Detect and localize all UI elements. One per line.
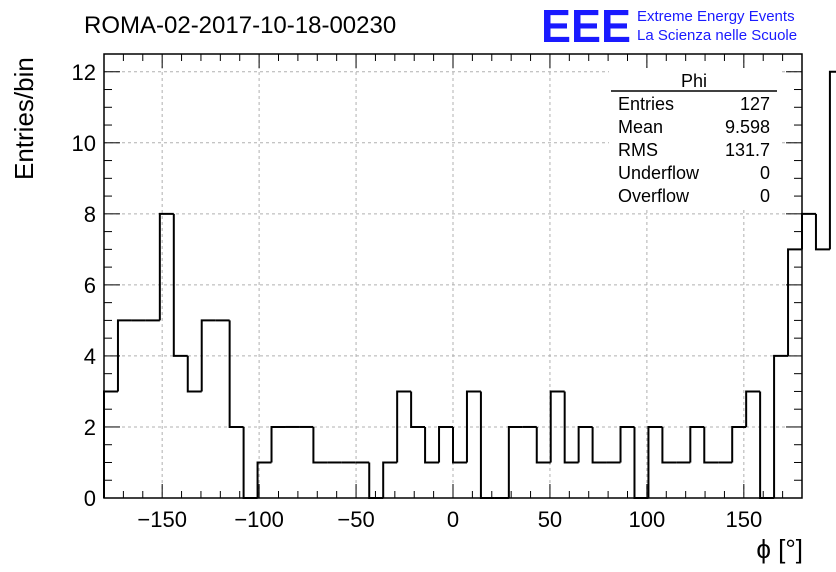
histogram-bin	[801, 212, 816, 250]
histogram-bin	[745, 390, 761, 427]
histogram-bin	[438, 425, 453, 463]
histogram-bin	[396, 390, 412, 463]
histogram-bin	[633, 426, 649, 499]
histogram-bin	[116, 319, 132, 392]
histogram-bin	[577, 425, 593, 463]
logo-subtitle-1: Extreme Energy Events	[637, 8, 795, 25]
histogram-bin	[647, 425, 663, 498]
histogram-bin	[689, 425, 705, 463]
stats-value: 127	[740, 94, 770, 114]
x-tick-label: 150	[725, 507, 762, 532]
y-tick-label: 6	[84, 273, 96, 298]
eee-logo: EEE	[541, 0, 631, 52]
histogram-bin	[759, 391, 775, 499]
histogram-bin	[619, 425, 635, 463]
stats-value: 0	[760, 163, 770, 183]
histogram-bin	[452, 426, 467, 464]
histogram-bin	[312, 426, 328, 464]
histogram-bin	[382, 461, 398, 498]
histogram-bin	[172, 213, 188, 357]
histogram-bin	[410, 391, 426, 428]
y-axis-label: Entries/bin	[9, 57, 39, 180]
logo-subtitle-2: La Scienza nelle Scuole	[637, 27, 797, 44]
x-axis-label: ϕ [°]	[756, 534, 803, 564]
stats-label: Entries	[618, 94, 674, 114]
histogram-bin	[465, 390, 481, 463]
run-title: ROMA-02-2017-10-18-00230	[84, 12, 396, 39]
histogram-bin	[731, 425, 747, 463]
y-tick-label: 4	[84, 344, 96, 369]
histogram-bin	[424, 426, 440, 464]
stats-label: Overflow	[618, 186, 690, 206]
histogram-bin	[814, 213, 830, 251]
histogram-bin	[270, 425, 286, 463]
y-tick-label: 2	[84, 415, 96, 440]
x-tick-label: −150	[137, 507, 187, 532]
histogram-bin	[158, 212, 174, 321]
histogram-bin	[186, 355, 202, 393]
stats-value: 131.7	[725, 140, 770, 160]
y-tick-label: 12	[72, 60, 96, 85]
histogram-bin	[535, 426, 551, 464]
histogram-bars	[103, 70, 836, 499]
histogram-bin	[703, 426, 719, 464]
histogram-bin	[591, 426, 607, 464]
stats-title: Phi	[681, 71, 707, 91]
stats-label: Mean	[618, 117, 663, 137]
x-tick-labels: −150 −100 −50 0 50 100 150	[137, 507, 762, 532]
stats-value: 9.598	[725, 117, 770, 137]
histogram-bin	[507, 425, 523, 498]
stats-label: Underflow	[618, 163, 700, 183]
x-tick-label: 0	[447, 507, 459, 532]
histogram-bin	[549, 390, 565, 463]
histogram-bin	[773, 354, 789, 498]
histogram-bin	[368, 462, 384, 499]
stats-value: 0	[760, 186, 770, 206]
x-tick-label: −50	[337, 507, 374, 532]
stats-label: RMS	[618, 140, 658, 160]
y-tick-label: 8	[84, 202, 96, 227]
stats-box: Phi Entries 127 Mean 9.598 RMS 131.7 Underflow…	[609, 68, 779, 208]
histogram-bin	[200, 319, 216, 392]
y-tick-labels: 0 2 4 6 8 10 12	[72, 60, 96, 511]
histogram-bin	[828, 70, 836, 250]
histogram-bin	[242, 426, 258, 499]
histogram-bin	[256, 461, 272, 498]
x-tick-label: 100	[629, 507, 666, 532]
x-tick-label: 50	[538, 507, 562, 532]
y-tick-label: 10	[72, 131, 96, 156]
histogram-bin	[479, 391, 495, 499]
histogram-bin	[563, 391, 579, 464]
y-tick-label: 0	[84, 486, 96, 511]
axes	[103, 53, 803, 499]
x-tick-label: −100	[234, 507, 284, 532]
histogram-bin	[661, 426, 677, 464]
histogram-bin	[228, 320, 244, 428]
